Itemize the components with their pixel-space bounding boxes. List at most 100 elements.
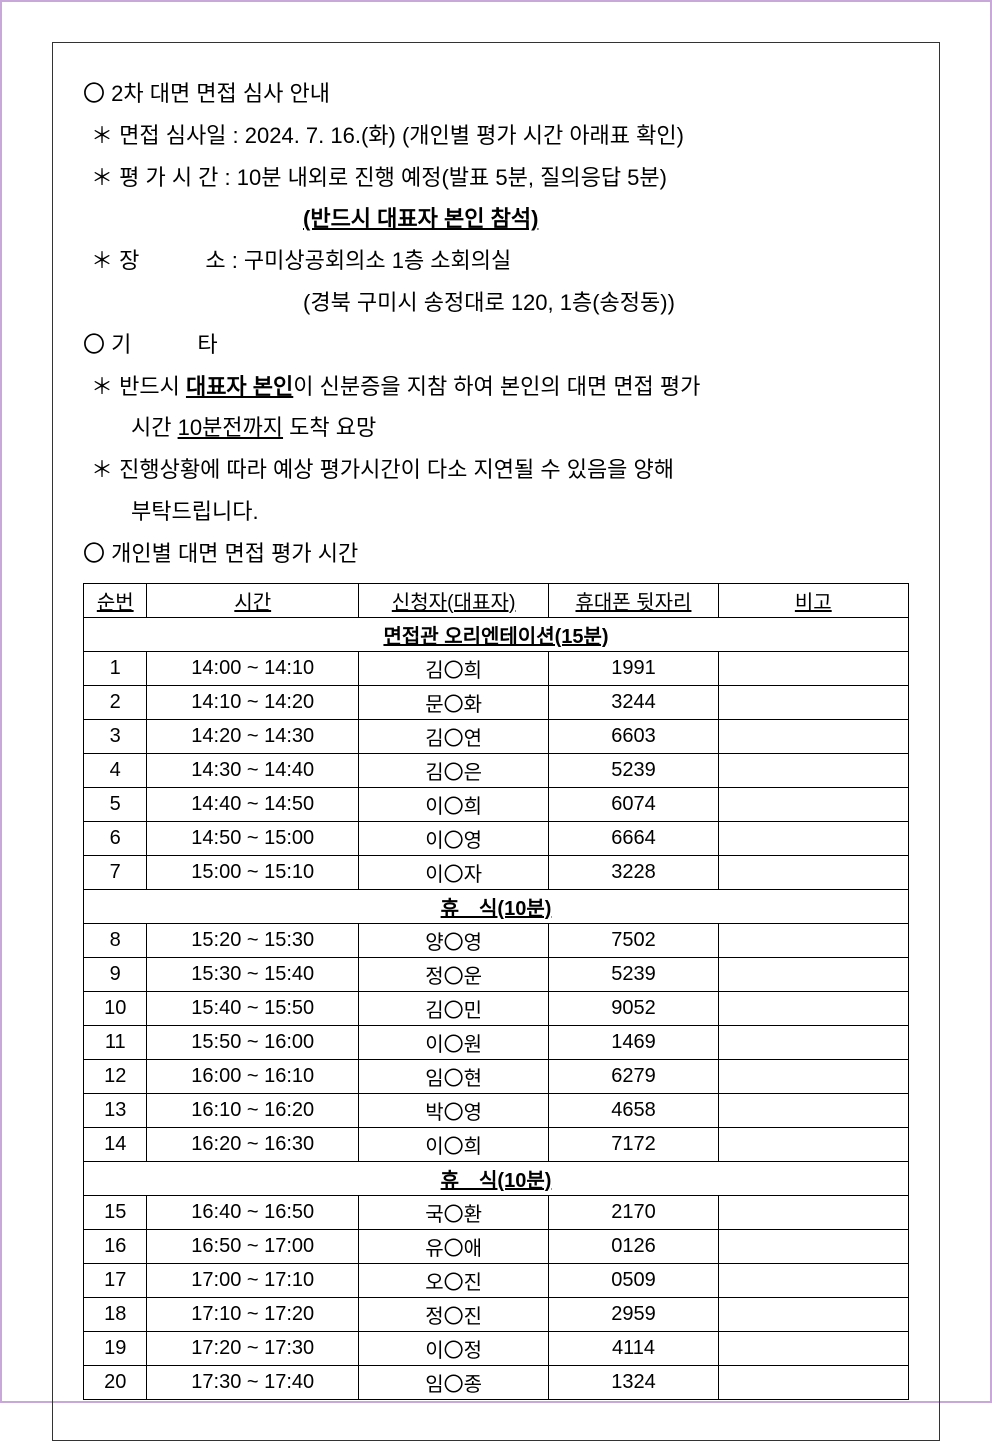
cell-applicant: 문〇화 <box>358 685 548 719</box>
cell-applicant: 이〇자 <box>358 855 548 889</box>
cell-num: 6 <box>84 821 147 855</box>
cell-applicant: 김〇연 <box>358 719 548 753</box>
cell-time: 16:10 ~ 16:20 <box>147 1093 359 1127</box>
schedule-table-body: 면접관 오리엔테이션(15분)114:00 ~ 14:10김〇희1991214:… <box>84 617 909 1399</box>
etc-note-2b: 부탁드립니다. <box>83 491 909 533</box>
cell-num: 17 <box>84 1263 147 1297</box>
orientation-row-cell: 면접관 오리엔테이션(15분) <box>84 617 909 651</box>
table-row: 1817:10 ~ 17:20정〇진2959 <box>84 1297 909 1331</box>
cell-num: 10 <box>84 991 147 1025</box>
cell-note <box>718 1229 908 1263</box>
cell-note <box>718 787 908 821</box>
cell-note <box>718 1331 908 1365</box>
cell-num: 20 <box>84 1365 147 1399</box>
table-row: 715:00 ~ 15:10이〇자3228 <box>84 855 909 889</box>
cell-num: 4 <box>84 753 147 787</box>
cell-num: 5 <box>84 787 147 821</box>
cell-num: 15 <box>84 1195 147 1229</box>
cell-time: 16:50 ~ 17:00 <box>147 1229 359 1263</box>
cell-phone: 0126 <box>549 1229 718 1263</box>
break-row-1: 휴 식(10분) <box>84 889 909 923</box>
cell-phone: 2959 <box>549 1297 718 1331</box>
cell-applicant: 이〇희 <box>358 787 548 821</box>
cell-phone: 3244 <box>549 685 718 719</box>
col-applicant: 신청자(대표자) <box>358 583 548 617</box>
cell-time: 17:20 ~ 17:30 <box>147 1331 359 1365</box>
cell-num: 8 <box>84 923 147 957</box>
table-row: 1416:20 ~ 16:30이〇희7172 <box>84 1127 909 1161</box>
cell-applicant: 김〇민 <box>358 991 548 1025</box>
table-row: 1917:20 ~ 17:30이〇정4114 <box>84 1331 909 1365</box>
cell-time: 16:20 ~ 16:30 <box>147 1127 359 1161</box>
table-row: 214:10 ~ 14:20문〇화3244 <box>84 685 909 719</box>
cell-applicant: 이〇영 <box>358 821 548 855</box>
cell-phone: 4658 <box>549 1093 718 1127</box>
cell-time: 14:10 ~ 14:20 <box>147 685 359 719</box>
cell-num: 7 <box>84 855 147 889</box>
cell-applicant: 정〇진 <box>358 1297 548 1331</box>
cell-applicant: 김〇희 <box>358 651 548 685</box>
cell-note <box>718 719 908 753</box>
col-note: 비고 <box>718 583 908 617</box>
cell-applicant: 김〇은 <box>358 753 548 787</box>
cell-num: 19 <box>84 1331 147 1365</box>
cell-time: 15:40 ~ 15:50 <box>147 991 359 1025</box>
cell-time: 14:20 ~ 14:30 <box>147 719 359 753</box>
col-time: 시간 <box>147 583 359 617</box>
cell-num: 14 <box>84 1127 147 1161</box>
cell-num: 9 <box>84 957 147 991</box>
cell-applicant: 임〇종 <box>358 1365 548 1399</box>
table-row: 314:20 ~ 14:30김〇연6603 <box>84 719 909 753</box>
cell-num: 12 <box>84 1059 147 1093</box>
cell-num: 11 <box>84 1025 147 1059</box>
cell-time: 15:50 ~ 16:00 <box>147 1025 359 1059</box>
table-row: 1216:00 ~ 16:10임〇현6279 <box>84 1059 909 1093</box>
table-row: 1015:40 ~ 15:50김〇민9052 <box>84 991 909 1025</box>
cell-time: 15:00 ~ 15:10 <box>147 855 359 889</box>
cell-applicant: 이〇원 <box>358 1025 548 1059</box>
must-attend-note: (반드시 대표자 본인 참석) <box>83 198 909 240</box>
cell-applicant: 이〇희 <box>358 1127 548 1161</box>
cell-note <box>718 957 908 991</box>
table-row: 2017:30 ~ 17:40임〇종1324 <box>84 1365 909 1399</box>
table-row: 514:40 ~ 14:50이〇희6074 <box>84 787 909 821</box>
schedule-title: 〇 개인별 대면 면접 평가 시간 <box>83 533 909 575</box>
table-row: 1717:00 ~ 17:10오〇진0509 <box>84 1263 909 1297</box>
cell-phone: 9052 <box>549 991 718 1025</box>
table-row: 414:30 ~ 14:40김〇은5239 <box>84 753 909 787</box>
cell-phone: 7172 <box>549 1127 718 1161</box>
etc-note-1b: 시간 10분전까지 도착 요망 <box>83 407 909 449</box>
etc1-l2-prefix: 시간 <box>131 415 178 440</box>
cell-note <box>718 1263 908 1297</box>
cell-note <box>718 1025 908 1059</box>
break-row-2-cell: 휴 식(10분) <box>84 1161 909 1195</box>
etc1-bold1: 대표자 본인 <box>186 374 293 399</box>
table-row: 815:20 ~ 15:30양〇영7502 <box>84 923 909 957</box>
cell-phone: 7502 <box>549 923 718 957</box>
interview-place-detail: (경북 구미시 송정대로 120, 1층(송정동)) <box>83 282 909 324</box>
cell-phone: 0509 <box>549 1263 718 1297</box>
cell-phone: 4114 <box>549 1331 718 1365</box>
table-row: 1316:10 ~ 16:20박〇영4658 <box>84 1093 909 1127</box>
cell-note <box>718 1127 908 1161</box>
cell-time: 15:20 ~ 15:30 <box>147 923 359 957</box>
cell-phone: 6279 <box>549 1059 718 1093</box>
cell-num: 18 <box>84 1297 147 1331</box>
etc1-prefix: ＊ 반드시 <box>91 374 186 399</box>
cell-applicant: 오〇진 <box>358 1263 548 1297</box>
col-phone: 휴대폰 뒷자리 <box>549 583 718 617</box>
interview-place: ＊ 장 소 : 구미상공회의소 1층 소회의실 <box>83 240 909 282</box>
table-row: 915:30 ~ 15:40정〇운5239 <box>84 957 909 991</box>
content-box: 〇 2차 대면 면접 심사 안내 ＊ 면접 심사일 : 2024. 7. 16.… <box>52 42 940 1441</box>
cell-time: 14:40 ~ 14:50 <box>147 787 359 821</box>
cell-note <box>718 991 908 1025</box>
cell-num: 13 <box>84 1093 147 1127</box>
schedule-table: 순번 시간 신청자(대표자) 휴대폰 뒷자리 비고 면접관 오리엔테이션(15분… <box>83 583 909 1400</box>
etc1-bold2: 10분전까지 <box>178 415 283 440</box>
cell-phone: 2170 <box>549 1195 718 1229</box>
interview-date: ＊ 면접 심사일 : 2024. 7. 16.(화) (개인별 평가 시간 아래… <box>83 115 909 157</box>
cell-applicant: 정〇운 <box>358 957 548 991</box>
cell-time: 17:00 ~ 17:10 <box>147 1263 359 1297</box>
col-num: 순번 <box>84 583 147 617</box>
schedule-header-row: 순번 시간 신청자(대표자) 휴대폰 뒷자리 비고 <box>84 583 909 617</box>
